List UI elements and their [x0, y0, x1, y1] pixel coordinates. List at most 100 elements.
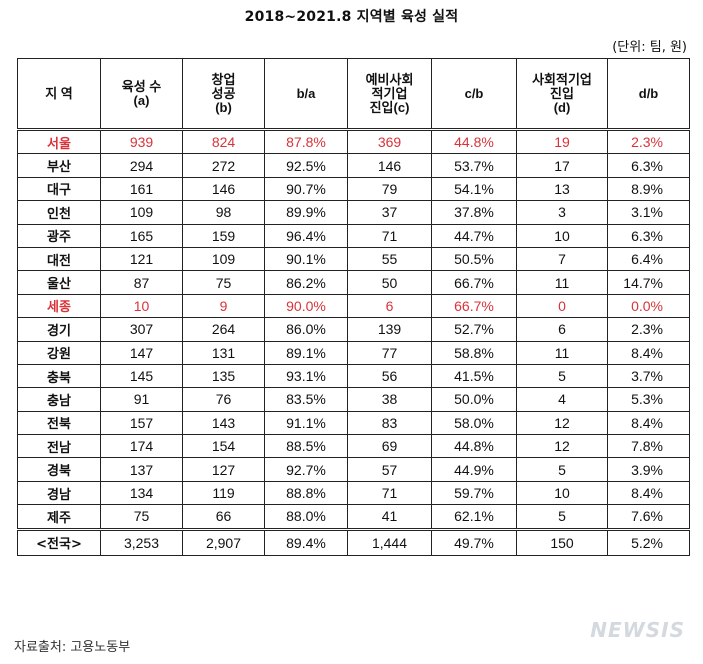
value-cell-d: 12 — [516, 410, 608, 436]
value-cell-a: 294 — [100, 153, 183, 178]
value-cell-cb: 62.1% — [431, 504, 517, 530]
value-cell-d: 19 — [516, 128, 608, 155]
value-cell-db: 2.3% — [607, 128, 690, 155]
table-row: 경기 307 264 86.0% 139 52.7% 6 2.3% — [17, 317, 690, 342]
column-header-line: 예비사회 — [365, 71, 414, 87]
column-header: c/b — [431, 58, 517, 131]
value-cell-ba: 88.8% — [264, 480, 348, 506]
value-cell-c: 77 — [347, 340, 432, 365]
column-header-line: 지 역 — [45, 85, 73, 101]
value-cell-b: 131 — [182, 340, 265, 365]
value-cell-c: 71 — [347, 223, 432, 248]
value-cell-c: 1,444 — [347, 527, 432, 556]
table-row: 전남 174 154 88.5% 69 44.8% 12 7.8% — [17, 434, 690, 459]
column-header-line: 성공 — [211, 85, 236, 101]
value-cell-c: 50 — [347, 270, 432, 295]
value-cell-db: 3.1% — [607, 200, 690, 225]
value-cell-a: 145 — [100, 363, 183, 389]
value-cell-d: 5 — [516, 363, 608, 389]
value-cell-cb: 41.5% — [431, 363, 517, 389]
value-cell-ba: 90.1% — [264, 246, 348, 272]
column-header: 육성 수 (a) — [100, 58, 183, 131]
value-cell-db: 7.6% — [607, 504, 690, 530]
table-row: 서울 939 824 87.8% 369 44.8% 19 2.3% — [17, 128, 690, 155]
value-cell-cb: 44.7% — [431, 223, 517, 248]
column-header: 창업 성공 (b) — [182, 58, 265, 131]
table-row: 전북 157 143 91.1% 83 58.0% 12 8.4% — [17, 410, 690, 436]
column-header-line: (b) — [215, 99, 232, 115]
value-cell-a: 134 — [100, 480, 183, 506]
value-cell-db: 8.4% — [607, 480, 690, 506]
table-row: 부산 294 272 92.5% 146 53.7% 17 6.3% — [17, 153, 690, 178]
table-row: 세종 10 9 90.0% 6 66.7% 0 0.0% — [17, 293, 690, 319]
value-cell-ba: 89.4% — [264, 527, 348, 556]
table-row: 제주 75 66 88.0% 41 62.1% 5 7.6% — [17, 504, 690, 530]
value-cell-ba: 86.0% — [264, 317, 348, 342]
value-cell-c: 69 — [347, 434, 432, 459]
table-row: 광주 165 159 96.4% 71 44.7% 10 6.3% — [17, 223, 690, 248]
value-cell-c: 41 — [347, 504, 432, 530]
value-cell-c: 146 — [347, 153, 432, 178]
value-cell-db: 6.3% — [607, 153, 690, 178]
region-cell: 울산 — [17, 270, 101, 295]
value-cell-ba: 91.1% — [264, 410, 348, 436]
table-row: 경남 134 119 88.8% 71 59.7% 10 8.4% — [17, 480, 690, 506]
value-cell-d: 3 — [516, 200, 608, 225]
value-cell-cb: 66.7% — [431, 270, 517, 295]
value-cell-ba: 83.5% — [264, 387, 348, 412]
value-cell-db: 5.2% — [607, 527, 690, 556]
region-cell: 경기 — [17, 317, 101, 342]
table-row: 대전 121 109 90.1% 55 50.5% 7 6.4% — [17, 246, 690, 272]
value-cell-c: 79 — [347, 176, 432, 202]
value-cell-b: 9 — [182, 293, 265, 319]
table-body: 서울 939 824 87.8% 369 44.8% 19 2.3% 부산 294 272 92.5%… — [17, 128, 690, 556]
value-cell-a: 307 — [100, 317, 183, 342]
value-cell-ba: 89.9% — [264, 200, 348, 225]
value-cell-ba: 87.8% — [264, 128, 348, 155]
value-cell-a: 165 — [100, 223, 183, 248]
value-cell-b: 146 — [182, 176, 265, 202]
value-cell-cb: 54.1% — [431, 176, 517, 202]
value-cell-b: 76 — [182, 387, 265, 412]
value-cell-a: 147 — [100, 340, 183, 365]
value-cell-db: 2.3% — [607, 317, 690, 342]
value-cell-db: 8.9% — [607, 176, 690, 202]
value-cell-c: 55 — [347, 246, 432, 272]
value-cell-ba: 96.4% — [264, 223, 348, 248]
table-row: 울산 87 75 86.2% 50 66.7% 11 14.7% — [17, 270, 690, 295]
region-cell: 충남 — [17, 387, 101, 412]
value-cell-cb: 44.8% — [431, 128, 517, 155]
column-header-line: d/b — [638, 85, 659, 101]
value-cell-d: 13 — [516, 176, 608, 202]
region-cell: 전남 — [17, 434, 101, 459]
column-header-line: 적기업 — [371, 85, 408, 101]
value-cell-cb: 44.9% — [431, 457, 517, 482]
regional-performance-table: 지 역 육성 수 (a) 창업 성공 (b) b/a 예비사회 적기업 진입(c) c/b 사회적기업… — [17, 58, 690, 556]
value-cell-a: 161 — [100, 176, 183, 202]
value-cell-cb: 53.7% — [431, 153, 517, 178]
value-cell-db: 6.3% — [607, 223, 690, 248]
value-cell-d: 6 — [516, 317, 608, 342]
region-cell: 부산 — [17, 153, 101, 178]
region-cell: 광주 — [17, 223, 101, 248]
value-cell-a: 939 — [100, 128, 183, 155]
value-cell-d: 11 — [516, 270, 608, 295]
value-cell-db: 3.7% — [607, 363, 690, 389]
value-cell-ba: 92.7% — [264, 457, 348, 482]
value-cell-d: 0 — [516, 293, 608, 319]
value-cell-ba: 93.1% — [264, 363, 348, 389]
value-cell-a: 137 — [100, 457, 183, 482]
region-cell: 세종 — [17, 293, 101, 319]
value-cell-ba: 89.1% — [264, 340, 348, 365]
value-cell-ba: 90.7% — [264, 176, 348, 202]
column-header-line: b/a — [296, 85, 316, 101]
value-cell-b: 159 — [182, 223, 265, 248]
table-row: 강원 147 131 89.1% 77 58.8% 11 8.4% — [17, 340, 690, 365]
value-cell-b: 75 — [182, 270, 265, 295]
value-cell-ba: 92.5% — [264, 153, 348, 178]
value-cell-cb: 49.7% — [431, 527, 517, 556]
value-cell-b: 98 — [182, 200, 265, 225]
value-cell-d: 10 — [516, 480, 608, 506]
table-row: 충북 145 135 93.1% 56 41.5% 5 3.7% — [17, 363, 690, 389]
value-cell-db: 8.4% — [607, 340, 690, 365]
